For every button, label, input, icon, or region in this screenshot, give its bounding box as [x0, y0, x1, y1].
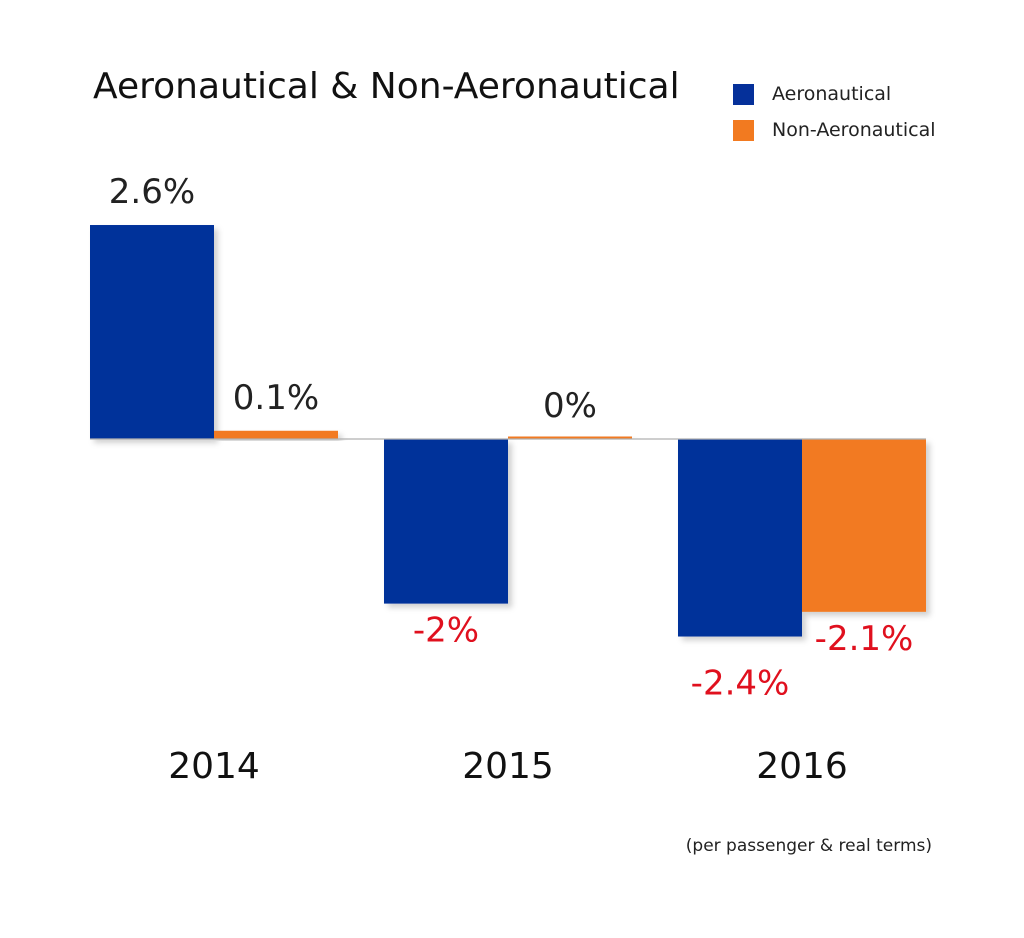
legend-swatch-aeronautical	[733, 83, 754, 105]
value-label-non-aeronautical-2015: 0%	[543, 386, 597, 426]
category-label-2016: 2016	[756, 746, 848, 787]
bar-non-aeronautical-2016	[802, 439, 926, 612]
bar-non-aeronautical-2014	[214, 430, 338, 439]
chart-footnote: (per passenger & real terms)	[685, 836, 932, 856]
chart-title: Aeronautical & Non-Aeronautical	[93, 66, 680, 107]
bar-non-aeronautical-2015	[508, 436, 632, 439]
legend-item-non-aeronautical: Non-Aeronautical	[733, 112, 936, 148]
category-label-2015: 2015	[462, 746, 554, 787]
value-label-aeronautical-2015: -2%	[413, 611, 479, 651]
category-label-2014: 2014	[168, 746, 260, 787]
legend-item-aeronautical: Aeronautical	[733, 76, 936, 112]
bar-aeronautical-2016	[678, 439, 802, 637]
chart-legend: Aeronautical Non-Aeronautical	[733, 76, 936, 148]
value-label-aeronautical-2016: -2.4%	[691, 664, 790, 704]
value-label-aeronautical-2014: 2.6%	[109, 172, 195, 212]
value-label-non-aeronautical-2016: -2.1%	[815, 619, 914, 659]
value-label-non-aeronautical-2014: 0.1%	[233, 378, 319, 418]
legend-swatch-non-aeronautical	[733, 119, 754, 141]
bar-aeronautical-2014	[90, 225, 214, 439]
bar-aeronautical-2015	[384, 439, 508, 604]
legend-label-aeronautical: Aeronautical	[772, 83, 892, 105]
legend-label-non-aeronautical: Non-Aeronautical	[772, 119, 936, 141]
